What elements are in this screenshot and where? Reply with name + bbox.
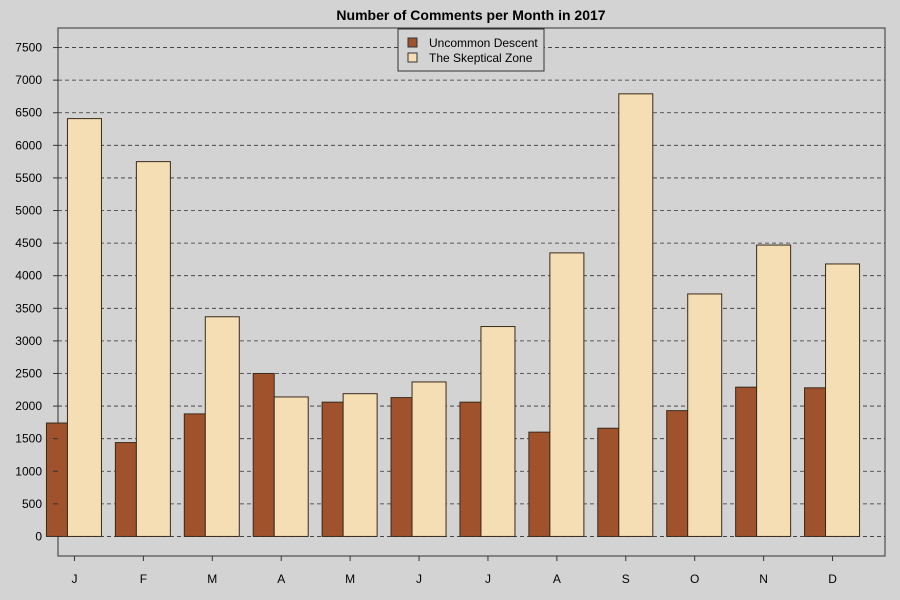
bar-uncommon-descent	[666, 410, 689, 537]
y-tick-label: 5000	[15, 204, 42, 218]
bar-uncommon-descent	[252, 372, 275, 537]
y-tick-label: 2000	[15, 399, 42, 413]
x-tick-label: S	[622, 572, 630, 586]
y-tick-label: 7500	[15, 41, 42, 55]
bar-uncommon-descent	[735, 386, 758, 537]
legend-box	[397, 28, 545, 72]
y-tick-label: 1500	[15, 432, 42, 446]
bar-skeptical-zone	[618, 93, 654, 537]
bar-uncommon-descent	[528, 431, 551, 537]
bars	[45, 93, 861, 537]
x-tick-label: M	[345, 572, 355, 586]
x-tick-label: J	[485, 572, 491, 586]
x-tick-label: D	[828, 572, 837, 586]
legend-label: The Skeptical Zone	[429, 51, 533, 65]
x-tick-label: O	[690, 572, 699, 586]
y-tick-label: 3500	[15, 301, 42, 315]
x-tick-label: A	[553, 572, 561, 586]
x-tick-label: M	[207, 572, 217, 586]
x-tick-label: N	[759, 572, 768, 586]
bar-skeptical-zone	[480, 326, 516, 537]
x-tick-label: J	[416, 572, 422, 586]
bar-skeptical-zone	[687, 293, 723, 537]
y-tick-label: 4000	[15, 269, 42, 283]
bar-uncommon-descent	[321, 401, 344, 537]
y-tick-label: 7000	[15, 73, 42, 87]
bar-uncommon-descent	[183, 413, 206, 537]
y-tick-label: 2500	[15, 366, 42, 380]
bar-uncommon-descent	[459, 401, 482, 537]
bar-skeptical-zone	[756, 244, 792, 537]
bar-uncommon-descent	[597, 427, 620, 537]
y-axis: 0 500 1000 1500 2000 2500 3000 3500 4000 4500 5000…	[15, 41, 58, 543]
bar-skeptical-zone	[342, 393, 378, 537]
bar-skeptical-zone	[135, 161, 171, 537]
legend-swatch	[407, 52, 418, 63]
bar-uncommon-descent	[114, 442, 137, 537]
bar-skeptical-zone	[273, 396, 309, 537]
y-tick-label: 6000	[15, 138, 42, 152]
bar-uncommon-descent	[390, 397, 413, 537]
y-tick-label: 500	[22, 497, 42, 511]
y-tick-label: 4500	[15, 236, 42, 250]
bar-uncommon-descent	[45, 422, 68, 537]
y-tick-label: 6500	[15, 106, 42, 120]
x-tick-label: J	[71, 572, 77, 586]
chart-title: Number of Comments per Month in 2017	[336, 7, 605, 23]
x-tick-label: A	[277, 572, 285, 586]
x-tick-label: F	[140, 572, 147, 586]
bar-skeptical-zone	[549, 252, 585, 537]
legend-label: Uncommon Descent	[429, 36, 538, 50]
y-tick-label: 1000	[15, 464, 42, 478]
y-tick-label: 5500	[15, 171, 42, 185]
bar-uncommon-descent	[804, 387, 827, 537]
legend-swatch	[407, 37, 418, 48]
bar-skeptical-zone	[204, 316, 240, 537]
bar-skeptical-zone	[411, 381, 447, 537]
y-tick-label: 0	[35, 529, 42, 543]
bar-skeptical-zone	[825, 263, 861, 537]
y-tick-label: 3000	[15, 334, 42, 348]
bar-skeptical-zone	[66, 118, 102, 537]
